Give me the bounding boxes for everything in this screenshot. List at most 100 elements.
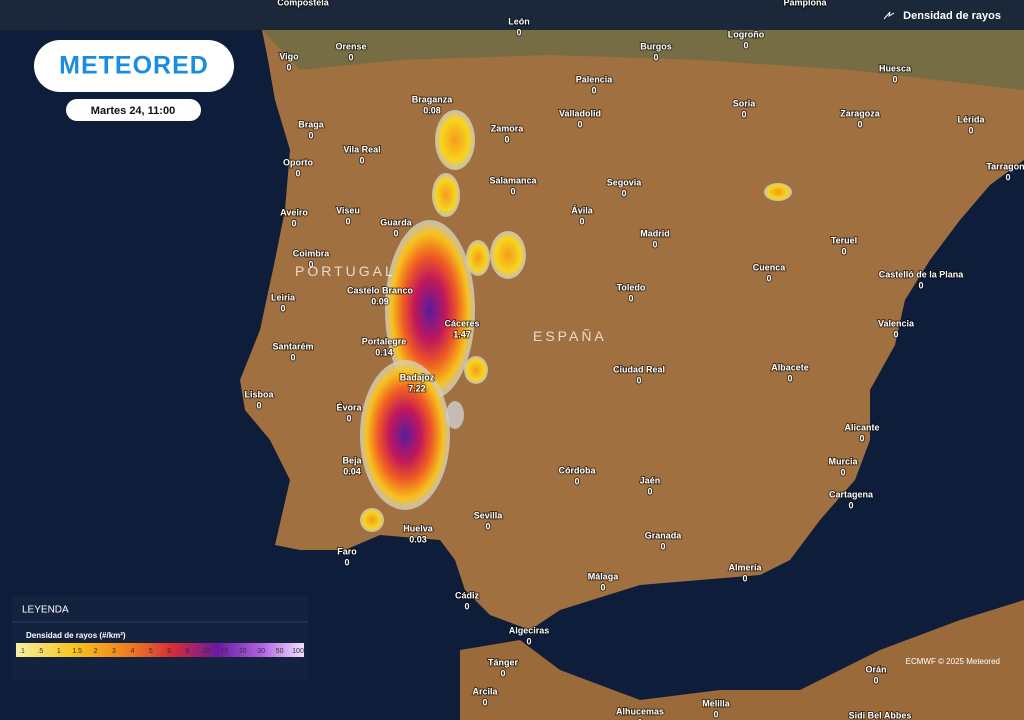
- city-name: León: [508, 16, 530, 26]
- logo-box: [34, 40, 234, 92]
- city-value: 1.47: [453, 329, 471, 339]
- scale-label: .5: [37, 648, 43, 655]
- city-name: Leiria: [271, 292, 296, 302]
- city-name: Zaragoza: [840, 108, 881, 118]
- city-value: 0: [713, 709, 718, 719]
- city-name: Alhucemas: [616, 706, 664, 716]
- city-value: 0: [600, 582, 605, 592]
- city-name: Salamanca: [489, 175, 537, 185]
- city-value: 0: [848, 500, 853, 510]
- scale-label: 10: [202, 648, 210, 655]
- scale-label: .1: [19, 648, 25, 655]
- city-value: 0: [485, 521, 490, 531]
- city-value: 0: [873, 675, 878, 685]
- city-name: Palencia: [576, 74, 614, 84]
- city-value: 0: [344, 557, 349, 567]
- city-name: Arcila: [472, 686, 498, 696]
- city-value: 0: [741, 109, 746, 119]
- city-name: Faro: [337, 546, 357, 556]
- layer-title[interactable]: Densidad de rayos: [903, 10, 1001, 22]
- city-value: 0: [628, 293, 633, 303]
- city-value: 0: [841, 246, 846, 256]
- city-value: 0: [286, 62, 291, 72]
- city-value: 0.08: [423, 105, 441, 115]
- city-name: Pamplona: [783, 0, 827, 7]
- city-name: Logroño: [728, 29, 765, 39]
- city-name: Cartagena: [829, 489, 874, 499]
- city-name: Orense: [335, 41, 366, 51]
- scale-label: 4: [130, 648, 134, 655]
- scale-label: 1.5: [72, 648, 82, 655]
- city-name: Toledo: [617, 282, 646, 292]
- city-name: Tarragona: [986, 161, 1024, 171]
- layer-icon: [883, 11, 895, 20]
- legend-subtitle: Densidad de rayos (#/km²): [26, 631, 126, 640]
- city-value: 0: [308, 130, 313, 140]
- city-name: Coimbra: [293, 248, 331, 258]
- legend-title: LEYENDA: [22, 605, 69, 616]
- city-name: Granada: [645, 530, 683, 540]
- city-value: 0: [393, 228, 398, 238]
- city-value: 0: [346, 413, 351, 423]
- city-value: 0: [504, 134, 509, 144]
- city-value: 0: [280, 303, 285, 313]
- city-value: 0.14: [375, 347, 393, 357]
- city-value: 0: [345, 216, 350, 226]
- city-value: 0: [579, 216, 584, 226]
- city-name: Jaén: [640, 475, 661, 485]
- city-name: Lisboa: [244, 389, 274, 399]
- city-value: 7.22: [408, 383, 426, 393]
- city-value: 0: [295, 168, 300, 178]
- city-name: Beja: [342, 455, 362, 465]
- city-name: Cuenca: [753, 262, 787, 272]
- city-name: Oporto: [283, 157, 313, 167]
- city-value: 0: [840, 467, 845, 477]
- city-name: Albacete: [771, 362, 809, 372]
- country-label: ESPAÑA: [533, 328, 607, 344]
- city-value: 0: [510, 186, 515, 196]
- city-value: 0: [591, 85, 596, 95]
- city-name: Almería: [728, 562, 762, 572]
- city-value: 0: [291, 218, 296, 228]
- city-name: Compostela: [277, 0, 330, 7]
- city-name: Castelló de la Plana: [879, 269, 965, 279]
- city-name: Ciudad Real: [613, 364, 665, 374]
- city-value: 0: [348, 52, 353, 62]
- city-value: 0: [918, 280, 923, 290]
- city-name: Melilla: [702, 698, 731, 708]
- city-name: Badajoz: [400, 372, 435, 382]
- city-value: 0: [482, 697, 487, 707]
- city-value: 0: [660, 541, 665, 551]
- city-name: Segovia: [607, 177, 643, 187]
- city-name: Aveiro: [280, 207, 308, 217]
- city-value: 0: [526, 636, 531, 646]
- city-name: Murcia: [828, 456, 858, 466]
- credit: ECMWF © 2025 Meteored: [906, 657, 1000, 666]
- city-name: Sevilla: [474, 510, 504, 520]
- city-value: 0: [787, 373, 792, 383]
- city-name: Málaga: [588, 571, 620, 581]
- city-value: 0: [256, 400, 261, 410]
- city-name: Viseu: [336, 205, 360, 215]
- city-value: 0: [766, 273, 771, 283]
- city-name: Valencia: [878, 318, 915, 328]
- date-box: [66, 99, 201, 121]
- city-value: 0: [290, 352, 295, 362]
- city-value: 0: [893, 329, 898, 339]
- africa-land: [460, 600, 1024, 720]
- city-name: Cádiz: [455, 590, 480, 600]
- city-name: Soria: [733, 98, 757, 108]
- city-value: 0: [859, 433, 864, 443]
- city-value: 0: [577, 119, 582, 129]
- city-name: Ávila: [571, 205, 594, 215]
- city-name: Castelo Branco: [347, 285, 414, 295]
- legend-box: [12, 596, 308, 680]
- city-name: Valladolid: [559, 108, 601, 118]
- city-name: Teruel: [831, 235, 857, 245]
- scale-label: 50: [276, 648, 284, 655]
- city-value: 0: [653, 52, 658, 62]
- scale-label: 1: [57, 648, 61, 655]
- city-value: 0: [464, 601, 469, 611]
- city-name: Vigo: [279, 51, 299, 61]
- city-value: 0: [516, 27, 521, 37]
